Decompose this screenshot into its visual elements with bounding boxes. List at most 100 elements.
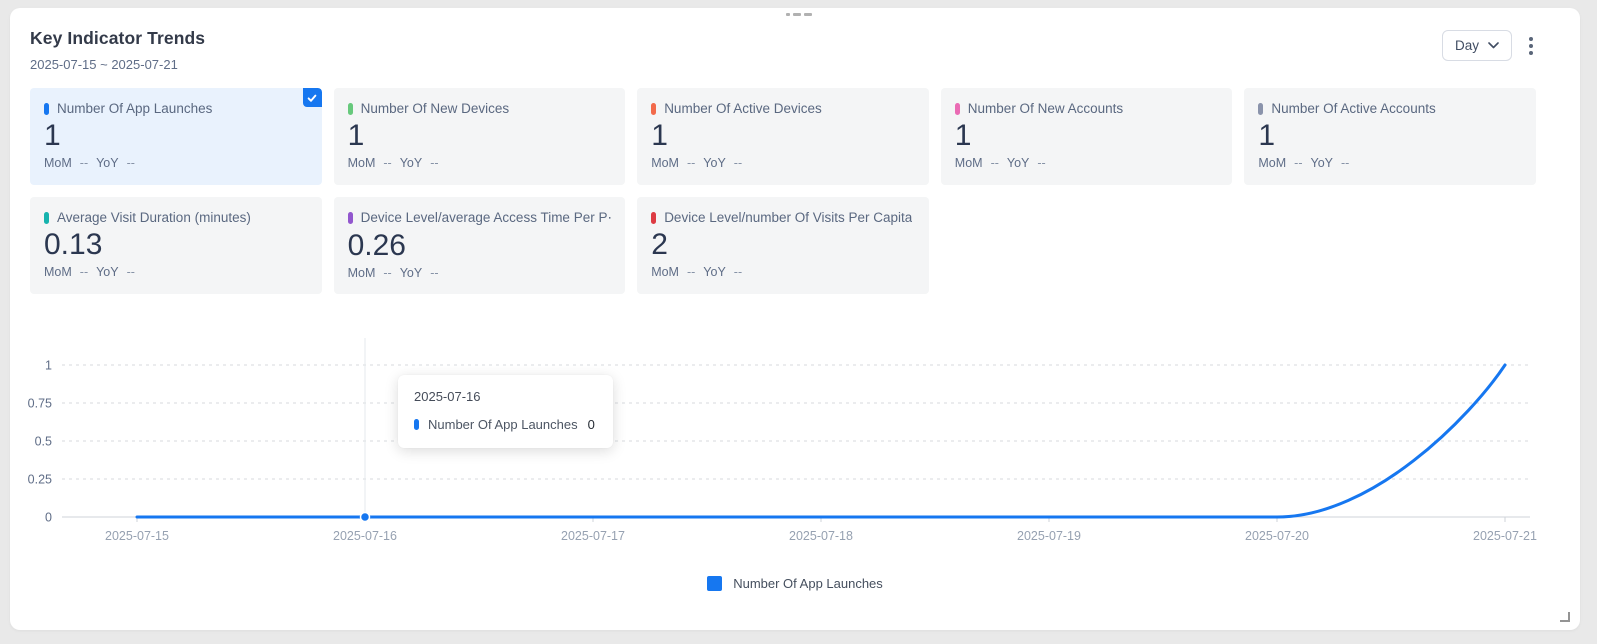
date-range: 2025-07-15 ~ 2025-07-21 xyxy=(30,57,178,72)
metric-value: 1 xyxy=(954,119,972,152)
mom-label: MoM xyxy=(1258,155,1287,170)
yoy-label: YoY xyxy=(96,155,119,170)
yoy-label: YoY xyxy=(703,155,726,170)
mom-label: MoM xyxy=(44,264,72,279)
chart-legend-item[interactable]: Number Of App Launches xyxy=(10,576,1580,591)
metric-mom-yoy: MoM -- YoY -- xyxy=(651,156,915,170)
mom-value: -- xyxy=(1294,155,1303,170)
chevron-down-icon xyxy=(1488,42,1499,49)
metric-value: 1 xyxy=(1258,119,1276,152)
metric-label: Number Of New Devices xyxy=(360,101,510,116)
metric-card-header: Number Of Active Accounts xyxy=(1258,101,1522,116)
metric-value: 2 xyxy=(651,228,668,261)
yoy-value: -- xyxy=(430,155,439,170)
metric-card[interactable]: Number Of New Accounts 1 MoM -- YoY -- xyxy=(940,88,1233,185)
x-axis-tick-label: 2025-07-20 xyxy=(1245,529,1309,543)
mom-value: -- xyxy=(383,265,392,280)
x-axis-tick-label: 2025-07-16 xyxy=(333,529,397,543)
metric-color-marker xyxy=(1258,102,1264,115)
yoy-label: YoY xyxy=(96,264,119,279)
metric-card[interactable]: Average Visit Duration (minutes) 0.13 Mo… xyxy=(30,197,322,294)
mom-value: -- xyxy=(79,264,89,279)
drag-grip-icon[interactable] xyxy=(785,13,812,16)
mom-label: MoM xyxy=(651,264,679,279)
metric-card-header: Device Level/number Of Visits Per Capita xyxy=(651,210,915,225)
granularity-select[interactable]: Day xyxy=(1441,30,1512,61)
mom-value: -- xyxy=(79,155,89,170)
metric-card[interactable]: Number Of New Devices 1 MoM -- YoY -- xyxy=(333,88,626,185)
y-axis-tick-label: 1 xyxy=(45,359,52,373)
metric-card[interactable]: Number Of App Launches 1 MoM -- YoY -- xyxy=(30,88,322,185)
metric-value: 1 xyxy=(651,119,668,152)
mom-label: MoM xyxy=(44,155,72,170)
y-axis-tick-label: 0.5 xyxy=(35,435,52,449)
mom-label: MoM xyxy=(347,265,376,280)
yoy-value: -- xyxy=(733,155,743,170)
metric-card-header: Number Of New Accounts xyxy=(954,101,1219,116)
x-axis-tick-label: 2025-07-15 xyxy=(105,529,169,543)
granularity-value: Day xyxy=(1454,38,1479,53)
chart-tooltip: 2025-07-16 Number Of App Launches 0 xyxy=(398,375,613,448)
x-axis-tick-label: 2025-07-19 xyxy=(1017,529,1081,543)
metric-card[interactable]: Number Of Active Devices 1 MoM -- YoY -- xyxy=(637,88,929,185)
metric-value: 1 xyxy=(44,119,61,152)
metric-label: Device Level/number Of Visits Per Capita xyxy=(664,210,913,225)
x-axis-tick-label: 2025-07-21 xyxy=(1473,529,1537,543)
y-axis-tick-label: 0.25 xyxy=(28,473,52,487)
y-axis-tick-label: 0.75 xyxy=(28,397,52,411)
mom-value: -- xyxy=(686,155,696,170)
yoy-value: -- xyxy=(1340,155,1350,170)
yoy-value: -- xyxy=(430,265,439,280)
legend-swatch xyxy=(707,576,723,591)
x-axis-tick-label: 2025-07-18 xyxy=(789,529,853,543)
metric-color-marker xyxy=(44,211,49,224)
tooltip-series-row: Number Of App Launches 0 xyxy=(414,417,595,432)
metric-card[interactable]: Number Of Active Accounts 1 MoM -- YoY -… xyxy=(1244,88,1536,185)
mom-label: MoM xyxy=(347,155,376,170)
metric-mom-yoy: MoM -- YoY -- xyxy=(1258,156,1522,170)
yoy-label: YoY xyxy=(1006,155,1030,170)
metric-card-header: Number Of App Launches xyxy=(44,101,308,116)
panel-title: Key Indicator Trends xyxy=(30,28,206,48)
metric-value: 1 xyxy=(347,119,365,152)
metric-label: Number Of New Accounts xyxy=(967,101,1124,116)
trend-chart[interactable]: 0 0.25 0.5 0.75 1 2025-07-15 2025-07-16 2025-07… xyxy=(10,332,1580,564)
metric-color-marker xyxy=(44,102,49,115)
metric-value: 0.13 xyxy=(44,228,103,261)
metric-color-marker xyxy=(651,102,657,115)
yoy-label: YoY xyxy=(1310,155,1333,170)
metric-card-header: Number Of New Devices xyxy=(347,101,612,116)
legend-label: Number Of App Launches xyxy=(733,576,883,591)
line-chart-canvas[interactable]: 0 0.25 0.5 0.75 1 2025-07-15 2025-07-16 2025-07… xyxy=(10,332,1572,564)
more-options-icon[interactable] xyxy=(1526,33,1536,59)
panel-header-left: Key Indicator Trends 2025-07-15 ~ 2025-0… xyxy=(30,28,205,72)
tooltip-value: 0 xyxy=(587,417,595,432)
metric-card-header: Device Level/average Access Time Per P⋯ xyxy=(347,210,612,226)
yoy-value: -- xyxy=(1037,155,1046,170)
yoy-value: -- xyxy=(126,264,135,279)
resize-corner-icon[interactable] xyxy=(1560,612,1570,622)
metric-label: Device Level/average Access Time Per P⋯ xyxy=(360,210,612,225)
metric-cards-grid: Number Of App Launches 1 MoM -- YoY -- N… xyxy=(30,88,1536,294)
selected-checkbox[interactable] xyxy=(302,88,322,107)
key-indicator-trends-panel: Key Indicator Trends 2025-07-15 ~ 2025-0… xyxy=(10,8,1580,630)
metric-label: Number Of App Launches xyxy=(57,101,213,116)
metric-card-header: Number Of Active Devices xyxy=(651,101,915,116)
metric-mom-yoy: MoM -- YoY -- xyxy=(348,156,612,170)
metric-label: Number Of Active Accounts xyxy=(1271,101,1436,116)
metric-mom-yoy: MoM -- YoY -- xyxy=(651,265,915,279)
yoy-label: YoY xyxy=(703,264,726,279)
series-line xyxy=(135,363,1507,519)
metric-mom-yoy: MoM -- YoY -- xyxy=(955,156,1219,170)
metric-color-marker xyxy=(347,212,353,224)
panel-header-right: Day xyxy=(1441,30,1536,61)
metric-color-marker xyxy=(347,102,353,115)
metric-color-marker xyxy=(651,211,657,224)
metric-card[interactable]: Device Level/average Access Time Per P⋯ … xyxy=(333,197,626,294)
hover-data-point xyxy=(359,511,371,523)
mom-label: MoM xyxy=(954,155,983,170)
metric-mom-yoy: MoM -- YoY -- xyxy=(44,156,308,170)
metric-card[interactable]: Device Level/number Of Visits Per Capita… xyxy=(637,197,929,294)
mom-label: MoM xyxy=(651,155,679,170)
